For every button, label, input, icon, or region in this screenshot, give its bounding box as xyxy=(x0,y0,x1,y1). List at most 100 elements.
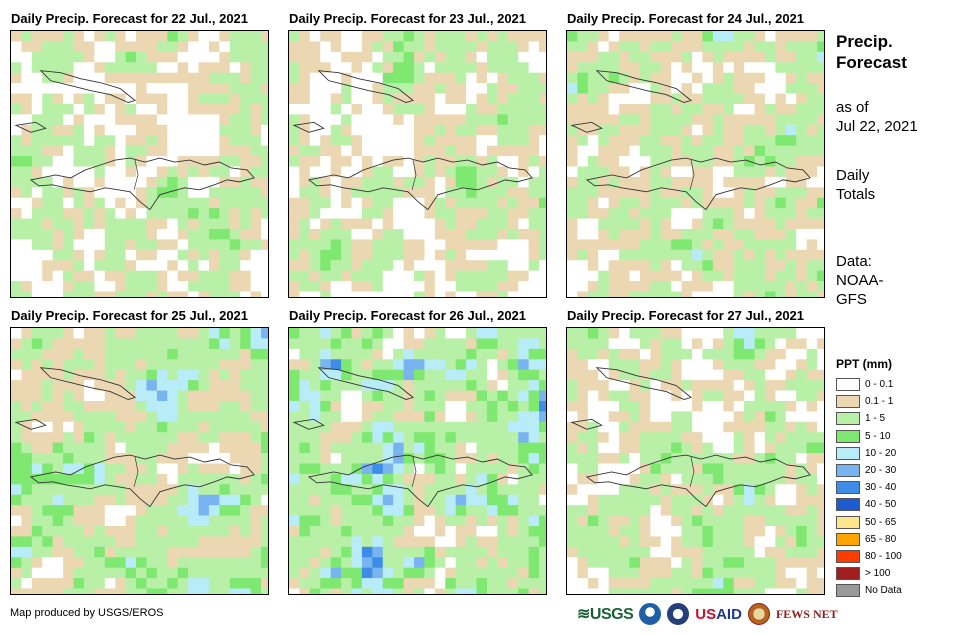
precip-cell xyxy=(723,41,735,53)
precip-cell xyxy=(486,166,498,178)
precip-cell xyxy=(466,484,478,496)
precip-cell xyxy=(104,228,116,240)
precip-cell xyxy=(341,114,353,126)
precip-cell xyxy=(167,83,179,95)
precip-cell xyxy=(11,228,22,240)
precip-cell xyxy=(63,400,75,412)
precip-cell xyxy=(167,494,179,506)
panel-title-5: Daily Precip. Forecast for 26 Jul., 2021 xyxy=(289,308,527,323)
precip-cell xyxy=(507,103,519,115)
precip-cell xyxy=(486,505,498,517)
precip-cell xyxy=(639,166,651,178)
precip-cell xyxy=(167,260,179,272)
precip-cell xyxy=(754,156,766,167)
precip-cell xyxy=(372,62,384,74)
precip-cell xyxy=(299,390,311,402)
precip-cell xyxy=(250,453,262,464)
precip-cell xyxy=(208,103,220,115)
precip-cell xyxy=(403,473,415,485)
precip-cell xyxy=(250,400,262,412)
precip-cell xyxy=(198,291,210,297)
precip-cell xyxy=(167,176,179,188)
precip-cell xyxy=(167,41,179,53)
precip-cell xyxy=(21,505,33,517)
precip-cell xyxy=(775,239,787,251)
precip-cell xyxy=(785,505,797,517)
precip-cell xyxy=(775,390,787,402)
fews-globe-icon xyxy=(747,603,770,625)
precip-cell xyxy=(414,31,425,42)
precip-cell xyxy=(146,218,158,230)
precip-cell xyxy=(619,588,631,594)
precip-cell xyxy=(712,62,724,74)
precip-cell xyxy=(587,135,599,147)
precip-cell xyxy=(289,208,300,220)
precip-cell xyxy=(796,463,808,475)
precip-cell xyxy=(639,176,651,188)
precip-cell xyxy=(125,557,137,569)
precip-cell xyxy=(445,83,457,95)
precip-cell xyxy=(712,473,724,485)
precip-cell xyxy=(723,536,735,548)
precip-cell xyxy=(744,83,756,95)
precip-cell xyxy=(785,218,797,230)
precip-cell xyxy=(250,228,262,240)
precip-cell xyxy=(712,432,724,444)
precip-cell xyxy=(712,291,724,297)
precip-cell xyxy=(629,135,641,147)
precip-cell xyxy=(188,93,200,105)
precip-cell xyxy=(445,338,457,350)
precip-cell xyxy=(723,515,735,527)
precip-cell xyxy=(796,249,808,261)
precip-map-6 xyxy=(566,327,825,595)
precip-cell xyxy=(250,62,262,74)
precip-cell xyxy=(229,124,241,136)
precip-cell xyxy=(361,145,373,157)
precip-cell xyxy=(372,578,384,590)
precip-cell xyxy=(424,369,436,381)
precip-cell xyxy=(42,578,54,590)
precip-cell xyxy=(587,239,599,251)
precip-cell xyxy=(598,338,610,350)
precip-cell xyxy=(115,270,127,282)
precip-cell xyxy=(94,281,106,293)
precip-cell xyxy=(167,93,179,105)
precip-cell xyxy=(754,494,766,506)
precip-cell xyxy=(361,442,373,454)
precip-cell xyxy=(250,390,262,402)
precip-cell xyxy=(21,380,33,392)
precip-cell xyxy=(598,578,610,590)
precip-cell xyxy=(723,400,735,412)
precip-cell xyxy=(104,536,116,548)
precip-cell xyxy=(518,588,530,594)
precip-cell xyxy=(764,463,776,475)
precip-cell xyxy=(289,588,300,594)
precip-cell xyxy=(567,291,578,297)
precip-cell xyxy=(639,31,651,42)
precip-cell xyxy=(434,442,446,454)
precip-cell xyxy=(466,239,478,251)
precip-cell xyxy=(608,72,620,84)
precip-cell xyxy=(94,72,106,84)
precip-cell xyxy=(764,567,776,579)
precip-cell xyxy=(320,187,332,199)
precip-cell xyxy=(208,463,220,475)
precip-cell xyxy=(52,463,64,475)
precip-cell xyxy=(639,515,651,527)
precip-cell xyxy=(31,260,43,272)
precip-cell xyxy=(240,578,252,590)
precip-cell xyxy=(229,114,241,126)
precip-cell xyxy=(309,145,321,157)
precip-cell xyxy=(497,380,509,392)
precip-cell xyxy=(497,411,509,423)
precip-cell xyxy=(817,546,824,558)
precip-cell xyxy=(466,281,478,293)
precip-cell xyxy=(177,453,189,464)
precip-cell xyxy=(219,546,231,558)
precip-cell xyxy=(21,83,33,95)
precip-cell xyxy=(518,208,530,220)
precip-cell xyxy=(660,463,672,475)
precip-cell xyxy=(136,328,147,339)
precip-cell xyxy=(83,442,95,454)
precip-cell xyxy=(330,390,342,402)
